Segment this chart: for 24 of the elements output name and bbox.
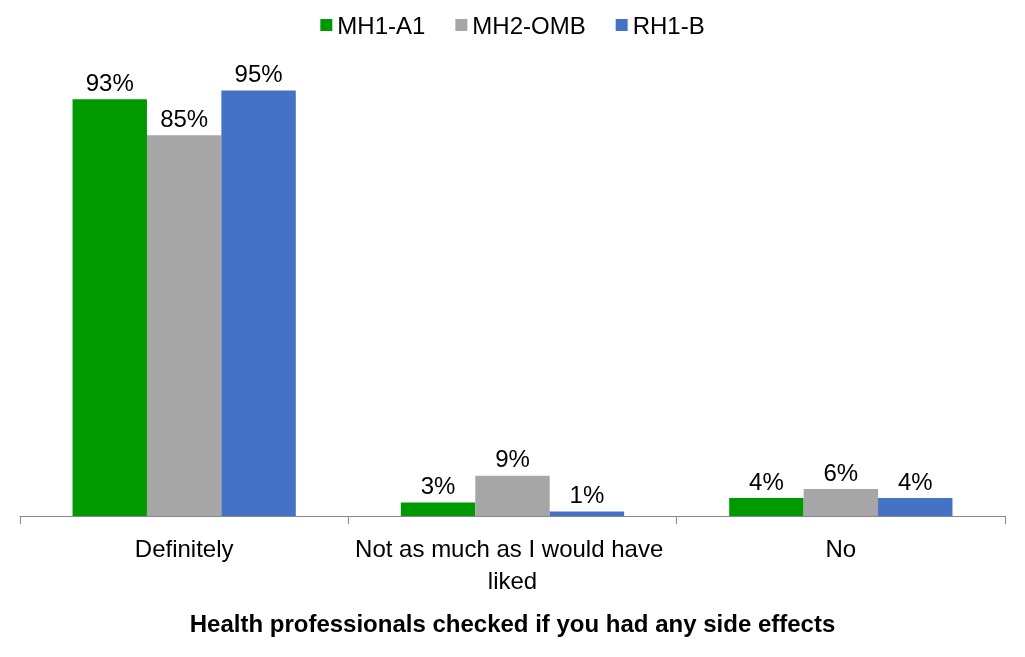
- legend-label: MH2-OMB: [472, 11, 586, 39]
- bar: [878, 498, 953, 516]
- data-label: 4%: [749, 467, 784, 495]
- bar: [475, 475, 550, 516]
- data-label: 3%: [420, 472, 456, 500]
- legend-label: MH1-A1: [337, 11, 426, 39]
- x-tick-label: No: [825, 534, 857, 562]
- bar: [221, 90, 296, 516]
- x-axis-title: Health professionals checked if you had any side effects: [189, 609, 836, 637]
- data-label: 1%: [569, 481, 605, 509]
- legend-label: RH1-B: [632, 11, 705, 39]
- bar: [803, 489, 879, 516]
- bar: [729, 498, 804, 516]
- data-label: 4%: [897, 467, 933, 495]
- bar: [72, 99, 147, 516]
- data-label: 9%: [495, 445, 530, 473]
- x-tick-label: Definitely: [134, 534, 234, 562]
- bar: [146, 135, 222, 516]
- bar: [400, 502, 476, 516]
- data-label: 95%: [234, 59, 283, 87]
- data-label: 6%: [823, 458, 859, 486]
- x-tick-label: Not as much as I would have liked: [355, 534, 670, 594]
- data-label: 85%: [160, 104, 209, 132]
- data-label: 93%: [85, 68, 134, 96]
